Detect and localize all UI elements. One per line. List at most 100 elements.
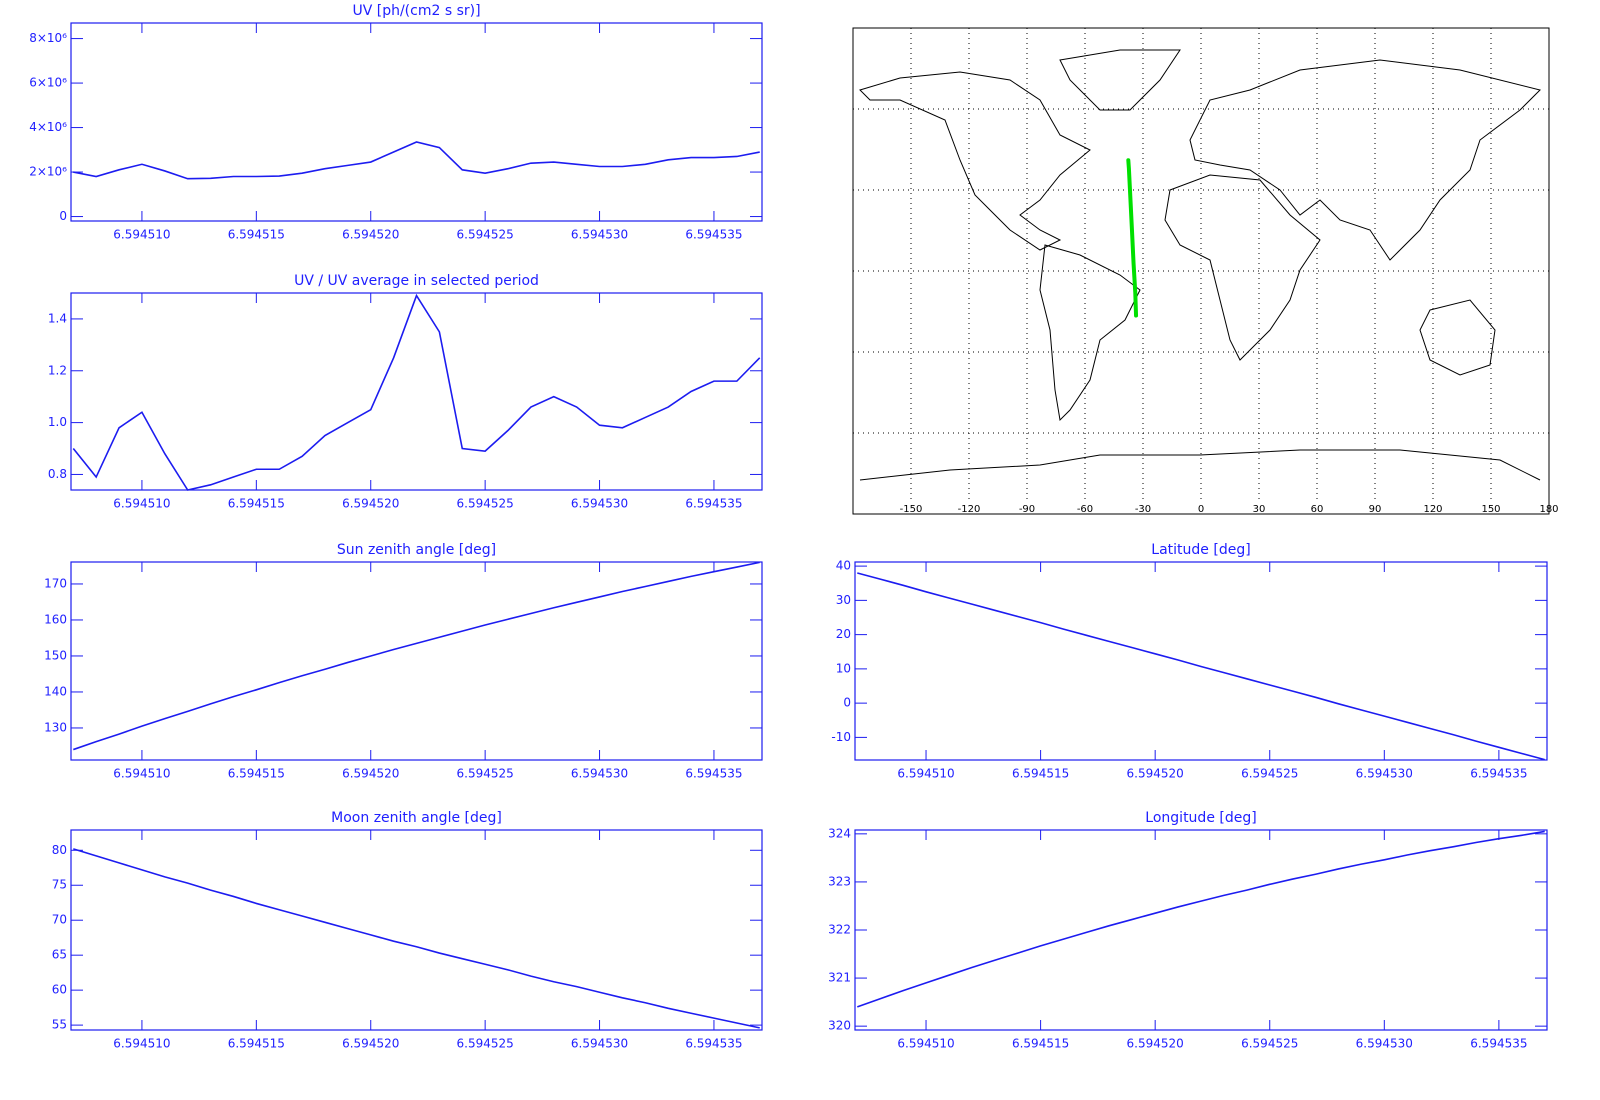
coastline [859, 449, 1541, 481]
x-tick-label: 6.594525 [457, 497, 514, 511]
x-tick-label: 6.594520 [342, 497, 399, 511]
y-tick-label: 170 [44, 576, 67, 590]
y-tick-label: 321 [828, 971, 851, 985]
x-tick-label: 6.594510 [113, 497, 170, 511]
y-tick-label: 8×10⁶ [29, 31, 67, 45]
y-tick-label: 2×10⁶ [29, 165, 67, 179]
plot-frame [70, 829, 763, 1031]
coastline [1189, 59, 1541, 261]
x-tick-label: 6.594530 [1356, 767, 1413, 781]
y-tick-label: 75 [52, 878, 67, 892]
y-tick-label: 65 [52, 948, 67, 962]
x-tick-label: 6.594510 [113, 1037, 170, 1051]
chart-title: Sun zenith angle [deg] [337, 542, 496, 558]
y-tick-label: 324 [828, 826, 851, 840]
x-tick-label: 6.594525 [457, 1037, 514, 1051]
y-tick-label: 30 [836, 593, 851, 607]
y-tick-label: 160 [44, 612, 67, 626]
plot-frame [854, 561, 1548, 761]
y-tick-label: 320 [828, 1019, 851, 1033]
x-tick-label: 90 [1369, 504, 1382, 515]
y-tick-label: 1.4 [48, 311, 67, 325]
y-tick-label: 4×10⁶ [29, 120, 67, 134]
x-tick-label: 6.594510 [897, 767, 954, 781]
y-tick-label: -10 [831, 730, 851, 744]
plot-frame [70, 292, 763, 491]
x-tick-label: 6.594530 [1356, 1037, 1413, 1051]
chart-title: Longitude [deg] [1145, 810, 1256, 826]
coastline [1059, 49, 1181, 111]
x-tick-label: 6.594520 [342, 767, 399, 781]
x-tick-label: 6.594520 [342, 1037, 399, 1051]
x-tick-label: 6.594515 [228, 1037, 285, 1051]
y-tick-label: 0 [59, 209, 67, 223]
y-tick-label: 40 [836, 559, 851, 573]
x-tick-label: 150 [1481, 504, 1500, 515]
x-tick-label: 6.594510 [113, 228, 170, 242]
x-tick-label: 6.594515 [228, 228, 285, 242]
x-tick-label: 6.594535 [1470, 767, 1527, 781]
data-line [857, 830, 1545, 1008]
x-tick-label: 30 [1253, 504, 1266, 515]
y-tick-label: 1.0 [48, 415, 67, 429]
x-tick-label: 6.594520 [342, 228, 399, 242]
x-tick-label: 6.594515 [1012, 767, 1069, 781]
x-tick-label: 60 [1311, 504, 1324, 515]
chart-title: UV / UV average in selected period [294, 273, 539, 289]
y-tick-label: 55 [52, 1018, 67, 1032]
coastline [1164, 174, 1321, 361]
x-tick-label: 6.594530 [571, 228, 628, 242]
y-tick-label: 130 [44, 720, 67, 734]
data-line [73, 561, 760, 751]
x-tick-label: 180 [1539, 504, 1558, 515]
data-line [857, 572, 1545, 761]
y-tick-label: 0.8 [48, 467, 67, 481]
x-tick-label: 6.594535 [685, 1037, 742, 1051]
chart-title: Moon zenith angle [deg] [331, 810, 502, 826]
x-tick-label: 6.594510 [897, 1037, 954, 1051]
x-tick-label: 6.594520 [1127, 1037, 1184, 1051]
y-tick-label: 322 [828, 923, 851, 937]
x-tick-label: -120 [958, 504, 981, 515]
chart-title: UV [ph/(cm2 s sr)] [352, 3, 480, 19]
y-tick-label: 1.2 [48, 363, 67, 377]
data-line [72, 293, 761, 491]
y-tick-label: 323 [828, 874, 851, 888]
x-tick-label: 6.594525 [1241, 1037, 1298, 1051]
chart-title: Latitude [deg] [1151, 542, 1250, 558]
y-tick-label: 10 [836, 661, 851, 675]
y-tick-label: 150 [44, 648, 67, 662]
y-tick-label: 140 [44, 684, 67, 698]
x-tick-label: 6.594530 [571, 767, 628, 781]
y-tick-label: 0 [843, 696, 851, 710]
coastline [859, 71, 1091, 251]
plot-frame [70, 561, 763, 761]
satellite-track [1126, 158, 1139, 318]
y-tick-label: 70 [52, 913, 67, 927]
x-tick-label: 120 [1423, 504, 1442, 515]
y-tick-label: 60 [52, 983, 67, 997]
y-tick-label: 6×10⁶ [29, 76, 67, 90]
x-tick-label: -150 [900, 504, 923, 515]
x-tick-label: -60 [1077, 504, 1093, 515]
x-tick-label: -90 [1019, 504, 1035, 515]
x-tick-label: 6.594535 [685, 228, 742, 242]
y-tick-label: 80 [52, 843, 67, 857]
x-tick-label: 6.594525 [1241, 767, 1298, 781]
coastline [1419, 299, 1496, 376]
x-tick-label: 0 [1198, 504, 1204, 515]
coastline [1039, 244, 1141, 422]
plot-frame [70, 22, 763, 222]
coastlines [859, 49, 1541, 481]
x-tick-label: 6.594535 [685, 767, 742, 781]
x-tick-label: 6.594535 [685, 497, 742, 511]
x-tick-label: 6.594525 [457, 767, 514, 781]
data-line [73, 141, 760, 180]
x-tick-label: 6.594535 [1470, 1037, 1527, 1051]
data-line [73, 848, 760, 1029]
x-tick-label: 6.594530 [571, 1037, 628, 1051]
x-tick-label: 6.594520 [1127, 767, 1184, 781]
